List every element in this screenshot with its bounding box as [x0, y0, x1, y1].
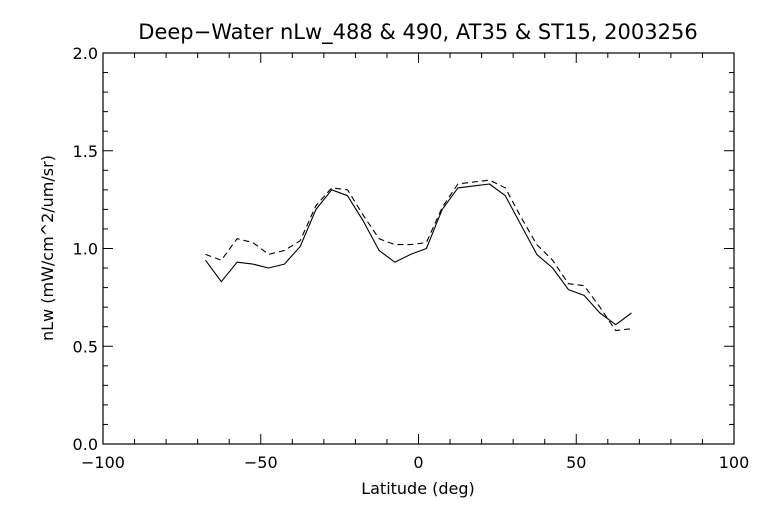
- chart-title: Deep−Water nLw_488 & 490, AT35 & ST15, 2…: [138, 20, 697, 45]
- y-tick-label: 1.5: [73, 142, 98, 161]
- x-tick-label: −100: [81, 453, 125, 472]
- y-tick-label: 0.5: [73, 337, 98, 356]
- plot-frame: [102, 52, 735, 445]
- series-group: [205, 179, 632, 332]
- series-dashed-line: [205, 179, 632, 332]
- x-tick-label: 100: [719, 453, 750, 472]
- x-tick-label: 50: [566, 453, 586, 472]
- x-tick-label: −50: [244, 453, 278, 472]
- y-tick-label: 2.0: [73, 44, 98, 63]
- tick-labels: −100 −50 0 50 100 0.0 0.5 1.0 1.5 2.0: [73, 44, 750, 472]
- x-tick-label: 0: [413, 453, 423, 472]
- x-axis-label: Latitude (deg): [361, 479, 475, 498]
- series-solid-line: [205, 183, 632, 326]
- y-tick-label: 1.0: [73, 240, 98, 259]
- y-tick-label: 0.0: [73, 435, 98, 454]
- axis-ticks: [102, 52, 735, 445]
- y-axis-label: nLw (mW/cm^2/um/sr): [38, 155, 57, 341]
